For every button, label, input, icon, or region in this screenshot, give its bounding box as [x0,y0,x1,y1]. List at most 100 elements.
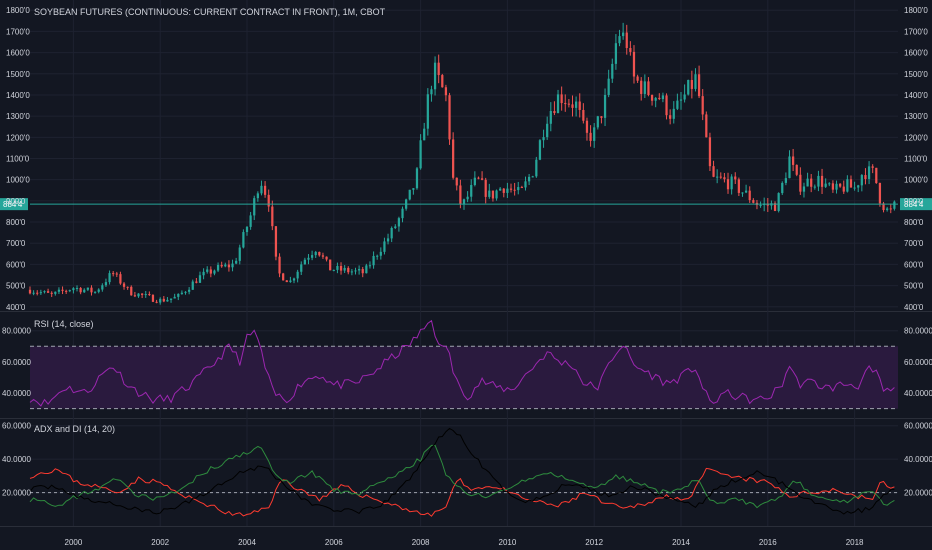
candle[interactable] [368,261,372,269]
candle[interactable] [321,252,325,259]
candle[interactable] [560,86,563,111]
candle[interactable] [50,291,53,298]
candle[interactable] [752,198,755,204]
candle[interactable] [527,173,531,185]
candle[interactable] [426,88,429,136]
candle[interactable] [137,293,140,298]
candle[interactable] [408,189,411,201]
candle[interactable] [72,287,75,294]
candle[interactable] [93,291,97,294]
candle[interactable] [549,102,552,132]
candle[interactable] [886,206,889,212]
candle[interactable] [379,247,382,260]
candle[interactable] [256,191,259,202]
candle[interactable] [571,95,574,117]
candle[interactable] [235,257,238,265]
candle[interactable] [477,176,480,180]
candle[interactable] [166,297,169,302]
adx-series-line[interactable] [29,444,895,509]
candle[interactable] [260,180,263,196]
candle[interactable] [835,180,838,194]
candle[interactable] [86,287,89,292]
candle[interactable] [647,77,650,97]
candle[interactable] [148,291,151,296]
candle[interactable] [357,265,361,275]
candle[interactable] [679,91,683,110]
candle[interactable] [350,269,354,276]
candle[interactable] [267,189,270,212]
candle[interactable] [195,277,198,284]
candle[interactable] [578,93,581,118]
candle[interactable] [122,282,126,290]
candle[interactable] [784,172,788,186]
candle[interactable] [159,297,162,305]
candle[interactable] [466,191,469,203]
candle[interactable] [520,185,523,189]
candle[interactable] [502,187,505,198]
candle[interactable] [759,201,762,208]
candle[interactable] [632,45,636,84]
candle[interactable] [285,280,288,283]
candle[interactable] [332,269,335,272]
candle[interactable] [220,261,223,268]
candle[interactable] [661,92,665,103]
candle[interactable] [574,96,578,117]
candle[interactable] [712,160,715,178]
candle[interactable] [636,74,639,83]
candle[interactable] [878,182,882,207]
candle[interactable] [263,181,267,198]
candle[interactable] [629,41,632,56]
candle[interactable] [781,181,784,195]
rsi-line[interactable] [29,319,895,407]
candle[interactable] [806,172,809,187]
candle[interactable] [564,94,567,112]
candle[interactable] [650,94,654,106]
candle[interactable] [444,84,448,102]
candle[interactable] [68,289,71,293]
candle[interactable] [115,271,118,278]
candle[interactable] [842,180,845,194]
candle[interactable] [198,271,202,283]
candle[interactable] [292,277,296,284]
candle[interactable] [820,168,824,194]
candle[interactable] [857,184,860,193]
candle[interactable] [372,251,375,269]
candle[interactable] [708,132,712,171]
candle[interactable] [245,225,249,236]
candle[interactable] [690,70,693,99]
candle[interactable] [719,172,722,179]
candle[interactable] [329,259,332,271]
candle[interactable] [589,125,592,147]
candle[interactable] [397,216,401,232]
candle[interactable] [433,56,437,96]
candle[interactable] [289,276,292,283]
candle[interactable] [390,226,393,243]
candle[interactable] [831,180,835,193]
candle[interactable] [864,168,867,185]
candle[interactable] [83,288,86,293]
candle[interactable] [101,283,104,292]
candle[interactable] [495,189,498,201]
candle[interactable] [347,266,350,275]
candle[interactable] [817,170,820,192]
candle[interactable] [665,93,668,120]
adx-pane[interactable] [29,427,898,517]
candle[interactable] [155,299,158,304]
candle[interactable] [687,79,690,96]
adx-series-line[interactable] [29,427,895,515]
candle[interactable] [455,177,458,191]
candle[interactable] [97,288,100,294]
candle[interactable] [480,171,484,181]
candle[interactable] [730,174,733,195]
candle[interactable] [618,29,621,47]
candle[interactable] [748,186,751,203]
candle[interactable] [824,178,827,188]
candle[interactable] [339,262,343,275]
adx-series-line[interactable] [29,467,895,517]
candle[interactable] [694,68,697,92]
candle[interactable] [307,254,310,265]
candle[interactable] [376,254,379,260]
candle[interactable] [535,156,538,178]
candle[interactable] [202,268,205,280]
